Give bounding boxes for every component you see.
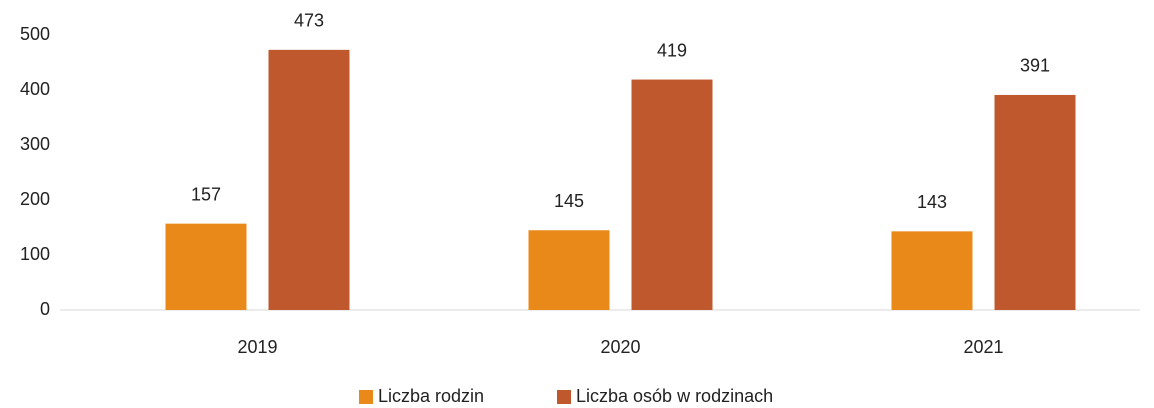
bar bbox=[268, 49, 350, 310]
legend-label: Liczba osób w rodzinach bbox=[576, 386, 773, 406]
data-label: 391 bbox=[1020, 56, 1050, 76]
bar bbox=[994, 94, 1076, 310]
bar bbox=[165, 223, 247, 310]
bar bbox=[631, 79, 713, 310]
data-label: 419 bbox=[657, 40, 687, 60]
x-tick-label: 2019 bbox=[237, 337, 277, 357]
x-tick-label: 2021 bbox=[963, 337, 1003, 357]
y-tick-label: 300 bbox=[20, 134, 50, 154]
data-label: 157 bbox=[191, 184, 221, 204]
y-tick-label: 200 bbox=[20, 189, 50, 209]
y-tick-label: 0 bbox=[40, 299, 50, 319]
data-label: 473 bbox=[294, 11, 324, 31]
y-tick-label: 400 bbox=[20, 79, 50, 99]
y-tick-label: 500 bbox=[20, 24, 50, 44]
bar bbox=[891, 231, 973, 310]
y-tick-label: 100 bbox=[20, 244, 50, 264]
legend-label: Liczba rodzin bbox=[378, 386, 484, 406]
data-label: 143 bbox=[917, 192, 947, 212]
data-label: 145 bbox=[554, 191, 584, 211]
x-tick-label: 2020 bbox=[600, 337, 640, 357]
bar bbox=[528, 230, 610, 310]
legend-swatch bbox=[359, 390, 373, 404]
legend-swatch bbox=[557, 390, 571, 404]
